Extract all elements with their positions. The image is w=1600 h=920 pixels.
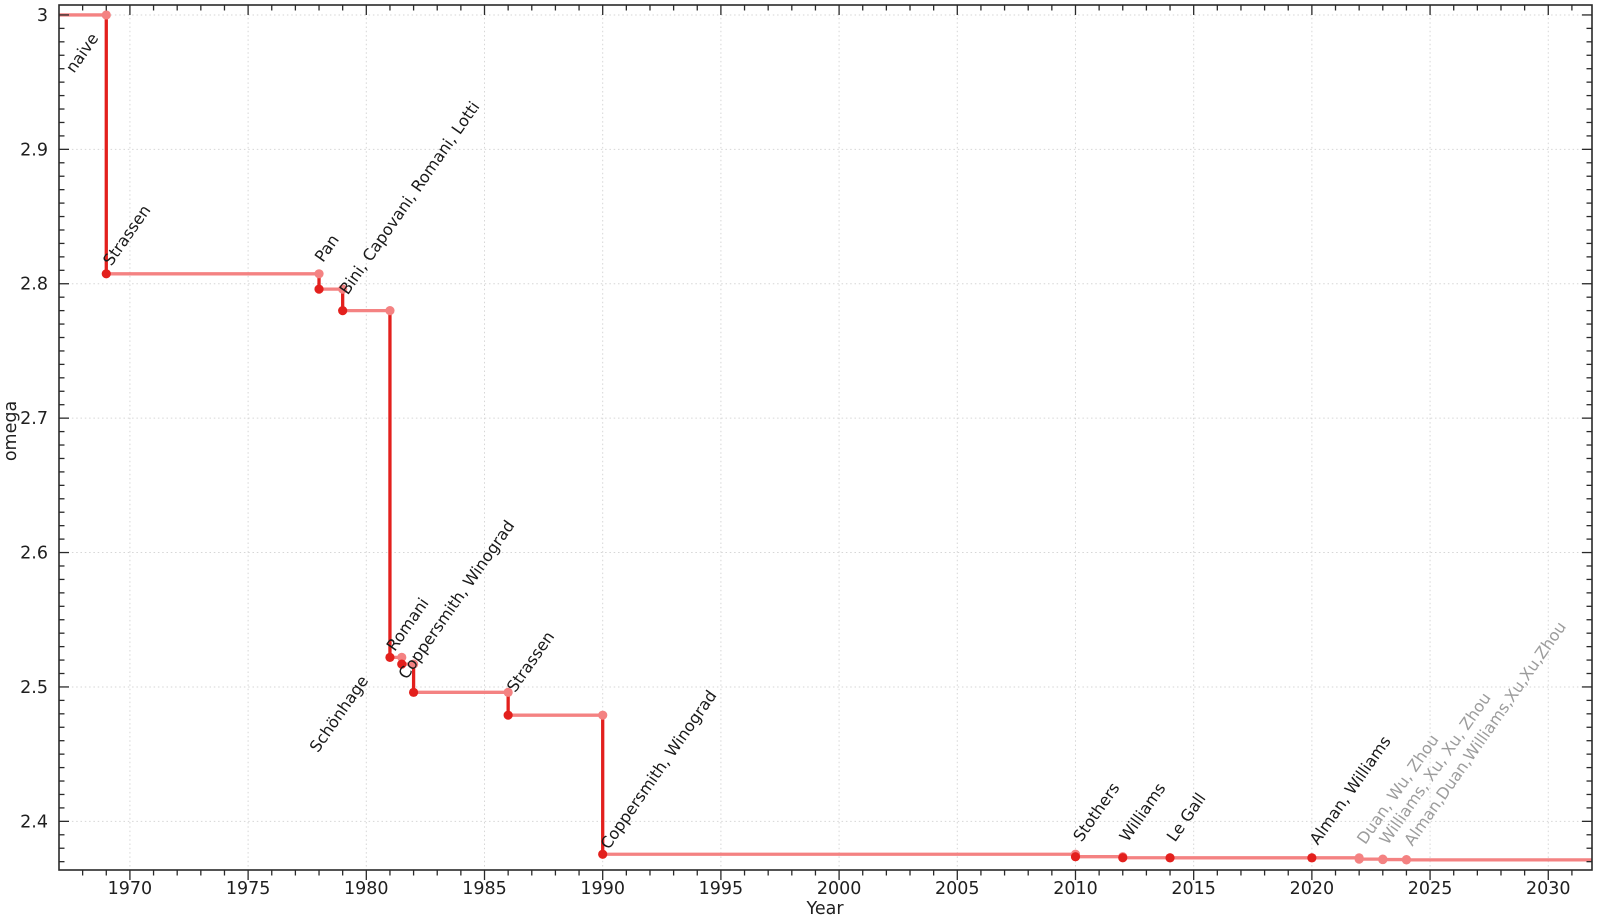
x-axis-title: Year [805,899,844,919]
y-axis-title: omega [1,401,21,461]
y-tick-label: 2.6 [20,544,48,564]
point-label: Bini, Capovani, Romani, Lotti [335,98,483,298]
data-point [1165,853,1175,863]
data-points [101,10,1412,865]
corner-point [503,687,513,697]
step-line [59,13,1592,862]
x-tick-label: 2015 [1171,879,1216,899]
x-tick-label: 1975 [226,879,271,899]
data-point [1378,854,1388,865]
data-point [101,269,111,279]
point-label: Williams, Xu, Xu, Zhou [1376,689,1495,848]
y-tick-label: 2.5 [20,678,48,698]
point-label: naive [62,29,103,76]
x-tick-label: 1985 [462,879,507,899]
data-point [1118,853,1128,863]
tick-labels: 1970 1975 1980 1985 1990 1995 2000 2005 2010 2015… [20,6,1570,899]
x-tick-label: 2025 [1408,879,1453,899]
x-tick-label: 2020 [1290,879,1335,899]
y-tick-label: 2.7 [20,409,48,429]
y-tick-label: 2.8 [20,275,48,295]
corner-point [397,652,407,662]
point-label: Strassen [503,628,558,696]
x-tick-label: 2010 [1053,879,1098,899]
point-label: Schönhage [306,672,373,756]
plot-border [58,4,1593,871]
point-label: Le Gall [1163,789,1210,845]
data-point [598,849,608,859]
data-point [1354,854,1364,864]
x-tick-label: 1990 [580,879,625,899]
data-point [1070,852,1081,862]
data-point [408,687,419,697]
corner-point [101,10,111,20]
x-tick-label: 2000 [817,879,862,899]
data-point [1307,853,1317,863]
gridlines [59,5,1592,870]
x-tick-label: 2005 [935,879,980,899]
x-tick-label: 1970 [108,879,153,899]
x-tick-label: 1980 [344,879,389,899]
point-label: Coppersmith, Winograd [596,687,720,853]
data-point [314,284,324,294]
data-point [503,710,513,720]
axes-frame [58,4,1593,880]
data-point [397,659,407,669]
corner-point [338,284,348,294]
corner-point [385,306,395,316]
x-tick-label: 1995 [699,879,744,899]
data-point [338,306,348,316]
corner-point [314,269,324,279]
x-tick-label: 2030 [1526,879,1571,899]
data-point [1401,855,1412,865]
data-point [385,652,395,662]
y-tick-label: 2.4 [20,812,48,832]
corner-point [598,710,608,720]
corner-point [408,659,419,669]
point-label: Pan [311,231,343,266]
point-label: Williams [1116,779,1170,845]
y-tick-label: 3 [37,6,48,26]
y-tick-label: 2.9 [20,140,48,160]
